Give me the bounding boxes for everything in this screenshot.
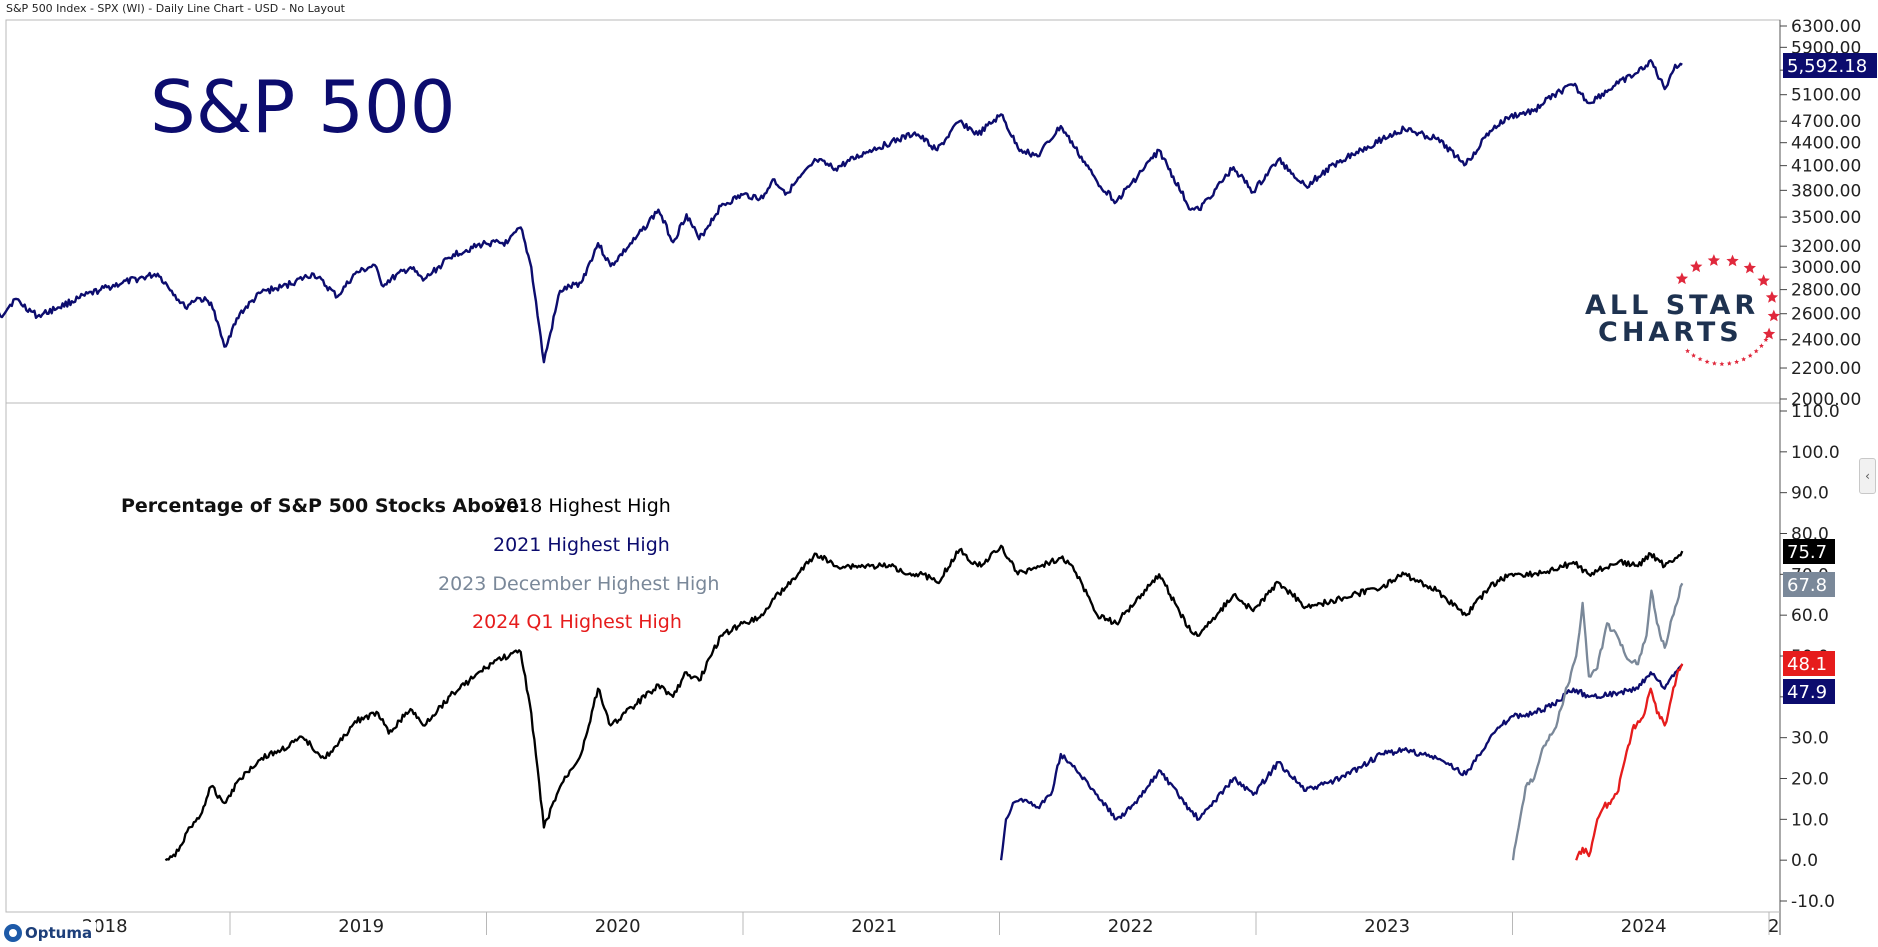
optuma-logo-icon — [4, 924, 22, 942]
price-last-badge-label: 5,592.18 — [1787, 56, 1867, 77]
breadth-y-tick-label: 10.0 — [1791, 810, 1829, 830]
logo-star — [1685, 348, 1691, 354]
legend-entry-2023-december: 2023 December Highest High — [438, 573, 719, 595]
logo-star — [1726, 360, 1732, 366]
price-y-tick-label: 5100.00 — [1791, 86, 1861, 106]
optuma-brand-name: Optuma — [25, 924, 93, 942]
breadth-line-2 — [999, 663, 1684, 861]
sp500-price-line — [0, 59, 1683, 364]
price-y-tick-label: 3500.00 — [1791, 208, 1861, 228]
logo-star — [1726, 254, 1739, 267]
all-star-charts-logo: ALL STAR CHARTS — [1585, 254, 1780, 367]
x-axis-year-label: 2019 — [338, 916, 384, 937]
price-series — [0, 59, 1683, 364]
last-value-badges: 5,592.18 75.7 67.8 48.1 47.9 — [1783, 53, 1877, 704]
breadth-series — [164, 544, 1684, 862]
breadth-2018-last-badge-label: 75.7 — [1787, 542, 1827, 563]
breadth-y-tick-label: 90.0 — [1791, 484, 1829, 504]
logo-star — [1707, 254, 1720, 266]
logo-star — [1734, 359, 1740, 364]
breadth-2021-last-badge-label: 47.9 — [1787, 682, 1827, 703]
logo-star — [1763, 337, 1769, 342]
legend-entry-2024-q1: 2024 Q1 Highest High — [472, 611, 682, 633]
x-axis-year-label: 2022 — [1108, 916, 1154, 937]
breadth-panel-frame — [5, 402, 1781, 913]
breadth-line-1 — [164, 544, 1684, 862]
breadth-2021-last-badge-bg — [1783, 679, 1835, 704]
optuma-brand: Optuma — [4, 922, 97, 944]
price-y-tick-label: 2200.00 — [1791, 359, 1861, 379]
legend-entry-2018: 2018 Highest High — [494, 495, 671, 517]
logo-star — [1719, 361, 1725, 367]
x-axis-year-label: 2020 — [595, 916, 641, 937]
breadth-2024-last-badge-bg — [1783, 651, 1835, 676]
logo-line-2: CHARTS — [1598, 317, 1743, 348]
price-y-tick-label: 2800.00 — [1791, 281, 1861, 301]
x-axis-year-label: 2024 — [1621, 916, 1667, 937]
breadth-y-tick-label: 60.0 — [1791, 606, 1829, 626]
price-y-tick-label: 6300.00 — [1791, 17, 1861, 37]
logo-star — [1711, 360, 1717, 366]
breadth-2023-last-badge-label: 67.8 — [1787, 575, 1827, 596]
price-panel-title: S&P 500 — [150, 65, 456, 149]
price-y-tick-label: 3200.00 — [1791, 237, 1861, 257]
breadth-y-tick-label: -10.0 — [1791, 892, 1835, 912]
price-y-tick-label: 4100.00 — [1791, 157, 1861, 177]
price-y-tick-label: 2400.00 — [1791, 331, 1861, 351]
logo-star — [1697, 356, 1703, 362]
breadth-2018-last-badge-bg — [1783, 539, 1835, 564]
legend-heading: Percentage of S&P 500 Stocks Above: — [121, 495, 527, 517]
x-axis-year-label: 2021 — [851, 916, 897, 937]
x-axis-year-label: 2023 — [1364, 916, 1410, 937]
breadth-line-4 — [1575, 663, 1684, 861]
logo-line-1: ALL STAR — [1585, 290, 1759, 321]
panel-collapse-tab[interactable]: ‹ — [1859, 458, 1876, 494]
price-y-tick-label: 3800.00 — [1791, 181, 1861, 201]
logo-star — [1753, 348, 1759, 354]
breadth-y-tick-label: 30.0 — [1791, 729, 1829, 749]
logo-star — [1741, 356, 1747, 362]
price-y-tick-label: 3000.00 — [1791, 258, 1861, 278]
logo-stars-icon — [1675, 254, 1780, 367]
price-y-tick-label: 4400.00 — [1791, 134, 1861, 154]
logo-star — [1690, 260, 1703, 273]
logo-star — [1759, 343, 1764, 348]
breadth-y-tick-label: 110.0 — [1791, 402, 1840, 422]
breadth-legend: Percentage of S&P 500 Stocks Above: 2018… — [121, 495, 719, 633]
x-axis-years: 2018 2019 2020 2021 2022 2023 2024 2 — [82, 912, 1779, 937]
breadth-y-tick-label: 0.0 — [1791, 851, 1818, 871]
logo-star — [1704, 359, 1710, 364]
breadth-2024-last-badge-label: 48.1 — [1787, 654, 1827, 675]
logo-star — [1757, 274, 1770, 286]
x-axis-year-label: 2 — [1768, 916, 1779, 937]
price-y-tick-label: 2000.00 — [1791, 390, 1861, 410]
logo-star — [1691, 352, 1696, 358]
logo-star — [1675, 272, 1689, 285]
logo-star — [1747, 353, 1753, 358]
logo-star — [1767, 309, 1780, 322]
logo-star — [1765, 291, 1779, 303]
price-y-tick-label: 2600.00 — [1791, 305, 1861, 325]
chart-header-text: S&P 500 Index - SPX (WI) - Daily Line Ch… — [6, 2, 345, 15]
breadth-y-tick-label: 20.0 — [1791, 770, 1829, 790]
price-y-tick-label: 4700.00 — [1791, 112, 1861, 132]
legend-entry-2021: 2021 Highest High — [493, 534, 670, 556]
breadth-y-tick-label: 100.0 — [1791, 443, 1840, 463]
breadth-2023-last-badge-bg — [1783, 572, 1835, 597]
logo-star — [1743, 261, 1756, 274]
logo-star — [1762, 327, 1776, 340]
price-last-badge-bg — [1783, 53, 1877, 78]
breadth-line-3 — [1511, 582, 1684, 861]
